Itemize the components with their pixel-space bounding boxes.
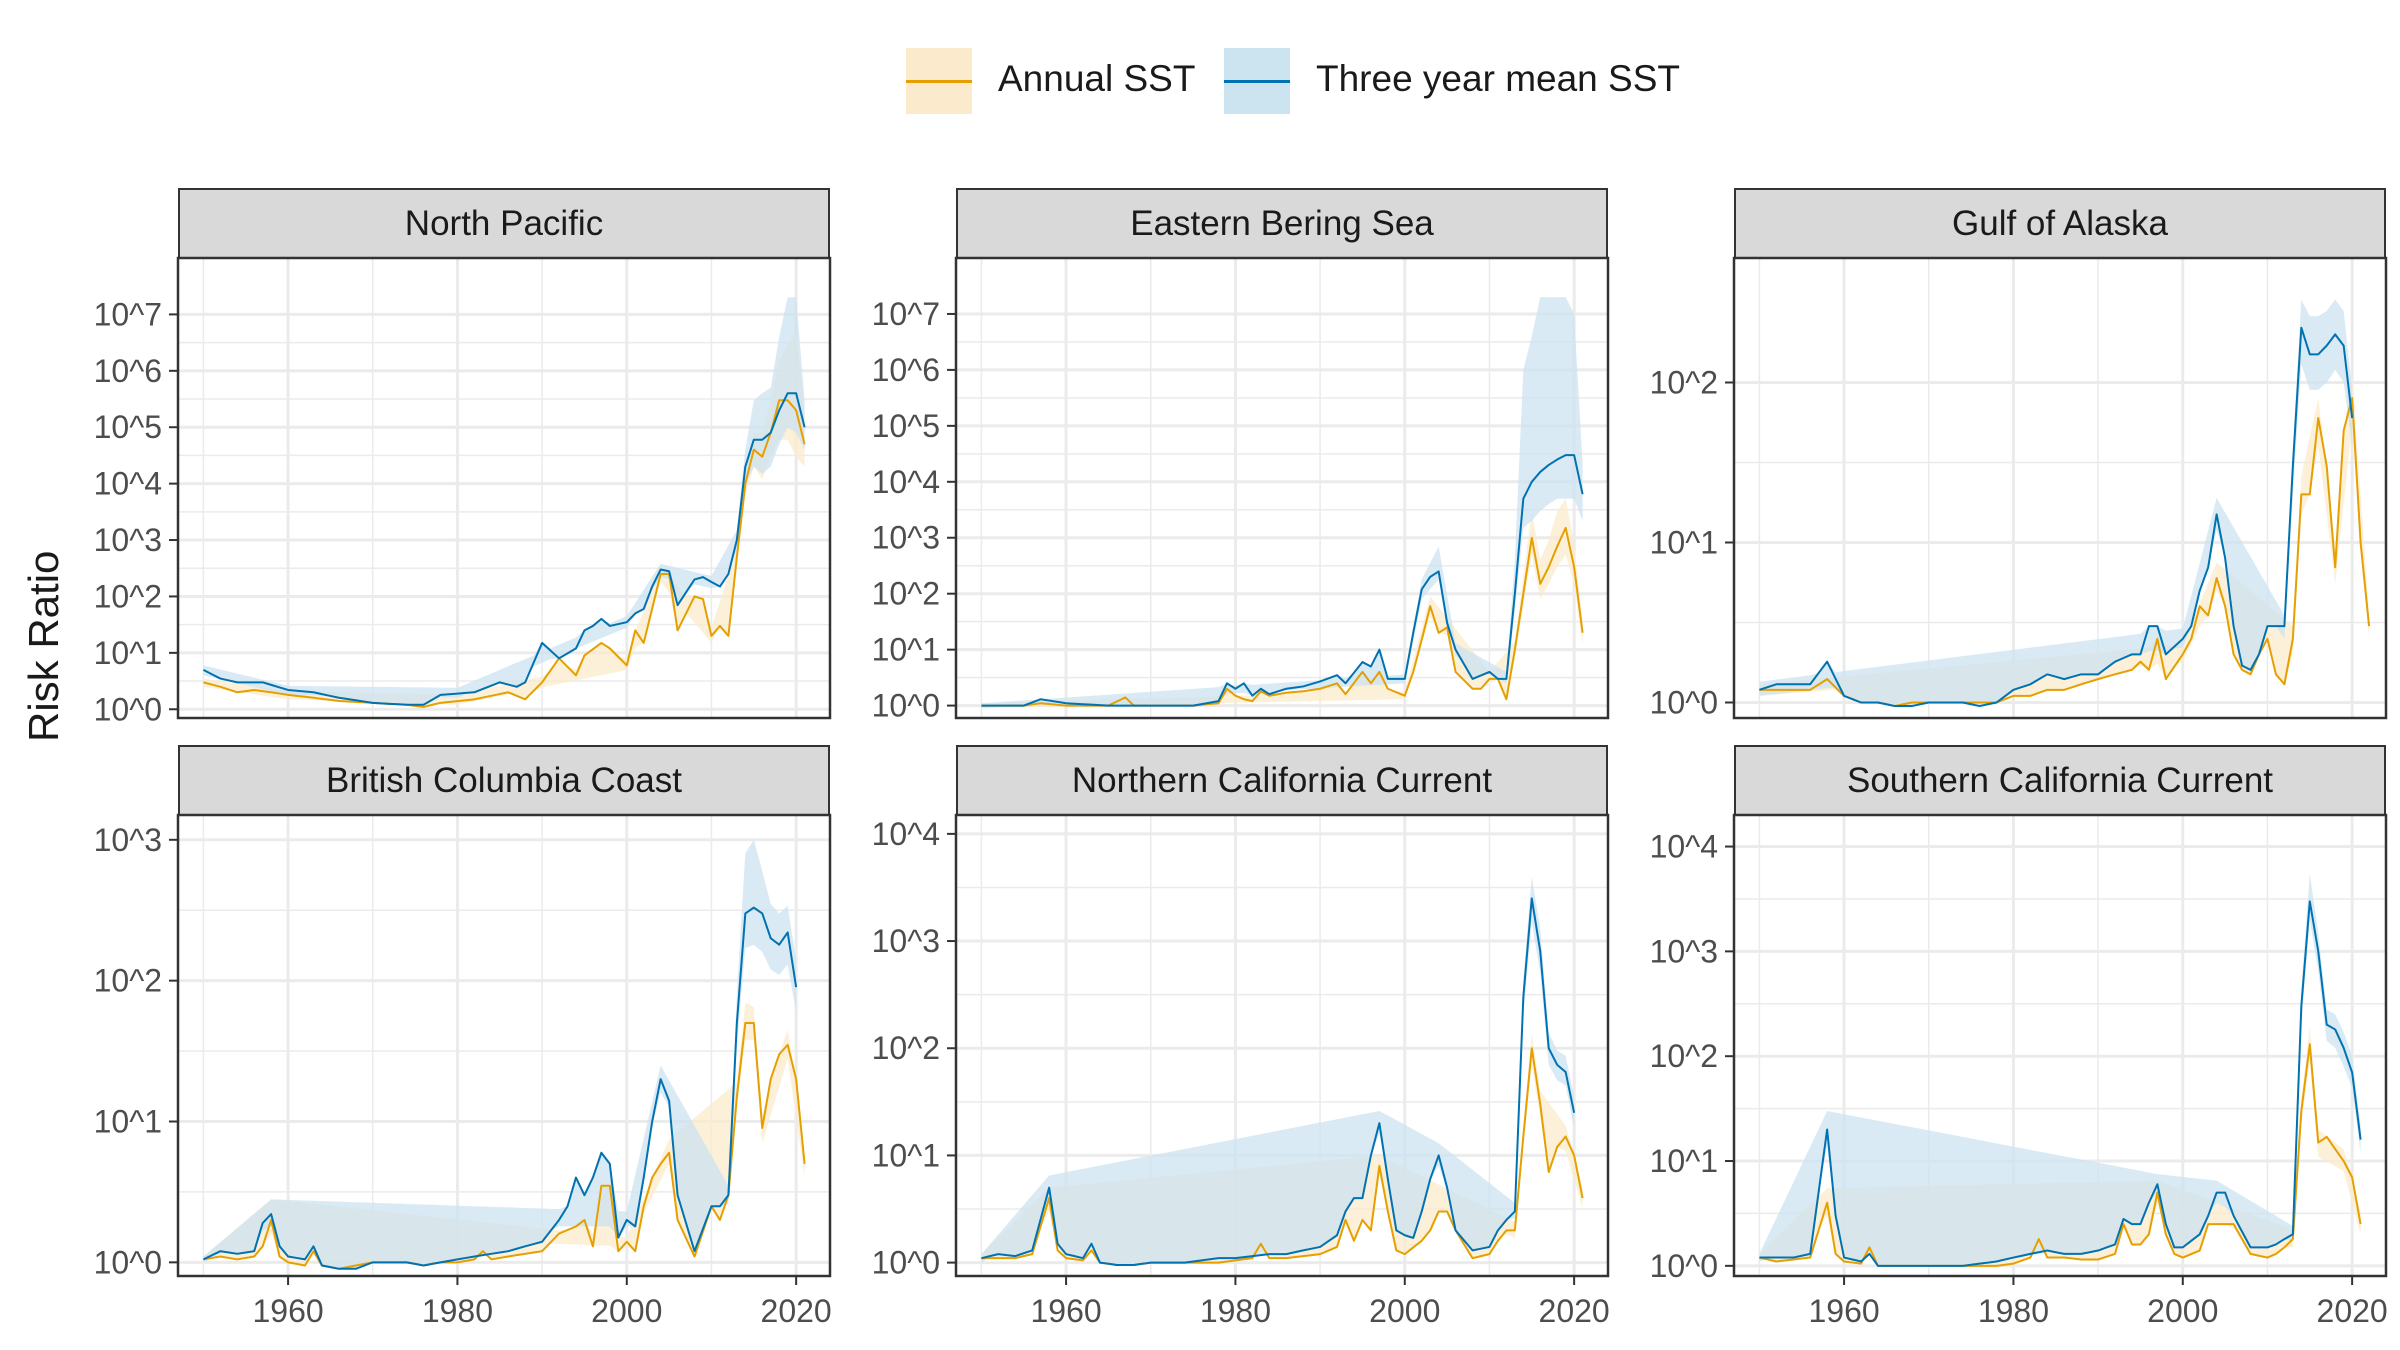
y-tick-label: 10^2 xyxy=(94,963,162,999)
x-tick-label: 2020 xyxy=(761,1293,832,1329)
x-tick-label: 2020 xyxy=(1539,1293,1610,1329)
y-tick-label: 10^1 xyxy=(94,1104,162,1140)
y-tick-label: 10^2 xyxy=(872,576,940,612)
series-line-three-year-mean-sst xyxy=(202,906,798,1270)
x-tick-label: 2020 xyxy=(2317,1293,2388,1329)
y-tick-label: 10^1 xyxy=(1650,1143,1718,1179)
panel-border xyxy=(176,813,832,1278)
y-tick-label: 10^0 xyxy=(872,688,940,724)
legend: Annual SST Three year mean SST xyxy=(906,42,1706,128)
y-tick-label: 10^3 xyxy=(872,520,940,556)
plot-area: 10^0 10^1 10^2 10^3 10^4 10^5 10^6 10^7 xyxy=(94,256,832,727)
y-tick-label: 10^3 xyxy=(872,923,940,959)
y-tick-label: 10^1 xyxy=(872,632,940,668)
y-tick-label: 10^3 xyxy=(94,822,162,858)
panel-background xyxy=(178,258,830,718)
facet-panel-british-columbia-coast: British Columbia Coast 10^0 10^1 10^2 10^3 19… xyxy=(94,745,832,1346)
series-line-annual-sst xyxy=(1759,1043,2362,1267)
y-tick-label: 10^4 xyxy=(94,466,162,502)
facet-panel-gulf-of-alaska: Gulf of Alaska 10^0 10^1 10^2 xyxy=(1650,188,2388,788)
x-tick-label: 1960 xyxy=(1030,1293,1101,1329)
y-tick-label: 10^7 xyxy=(94,296,162,332)
series-line-annual-sst xyxy=(981,1047,1584,1266)
y-tick-label: 10^4 xyxy=(1650,829,1718,865)
legend-label-annual-sst: Annual SST xyxy=(998,58,1196,99)
series-line-three-year-mean-sst xyxy=(202,392,806,706)
series-line-three-year-mean-sst xyxy=(1759,326,2354,708)
panel-border xyxy=(1732,256,2388,720)
plot-area: 10^0 10^1 10^2 10^3 10^4 1960 1980 2000 2020 xyxy=(872,813,1610,1329)
plot-area: 10^0 10^1 10^2 10^3 10^4 1960 1980 2000 2020 xyxy=(1650,813,2388,1329)
panel-border xyxy=(176,256,832,720)
panel-border xyxy=(954,256,1610,720)
x-tick-label: 1980 xyxy=(1200,1293,1271,1329)
y-tick-label: 10^0 xyxy=(94,1244,162,1280)
y-tick-label: 10^6 xyxy=(872,352,940,388)
legend-key-three-year-mean-sst xyxy=(1224,48,1290,114)
y-tick-label: 10^2 xyxy=(1650,365,1718,401)
legend-label-three-year-mean-sst: Three year mean SST xyxy=(1316,58,1680,99)
y-tick-label: 10^2 xyxy=(1650,1038,1718,1074)
y-tick-label: 10^2 xyxy=(872,1030,940,1066)
y-tick-label: 10^7 xyxy=(872,296,940,332)
facet-strip-title: North Pacific xyxy=(178,188,830,259)
plot-area: 10^0 10^1 10^2 xyxy=(1650,256,2388,720)
confidence-band-three-year-mean-sst xyxy=(981,876,1575,1265)
y-tick-label: 10^0 xyxy=(1650,1248,1718,1284)
plot-area: 10^0 10^1 10^2 10^3 10^4 10^5 10^6 10^7 xyxy=(872,256,1610,724)
y-tick-label: 10^1 xyxy=(1650,524,1718,560)
x-tick-label: 1980 xyxy=(422,1293,493,1329)
facet-strip-title: Northern California Current xyxy=(956,745,1608,816)
panel-border xyxy=(954,813,1610,1278)
series-line-three-year-mean-sst xyxy=(981,454,1584,707)
y-tick-label: 10^0 xyxy=(872,1245,940,1281)
x-tick-label: 1980 xyxy=(1978,1293,2049,1329)
x-tick-label: 2000 xyxy=(2147,1293,2218,1329)
series-line-annual-sst xyxy=(203,399,806,708)
y-tick-label: 10^0 xyxy=(1650,684,1718,720)
series-line-three-year-mean-sst xyxy=(1759,900,2362,1267)
series-line-annual-sst xyxy=(981,526,1584,707)
facet-panel-north-pacific: North Pacific 10^0 10^1 10^2 10^3 10^4 10^5 10^… xyxy=(94,188,832,788)
y-tick-label: 10^0 xyxy=(94,691,162,727)
confidence-band-three-year-mean-sst xyxy=(1759,873,2361,1266)
y-tick-label: 10^1 xyxy=(872,1137,940,1173)
facet-strip-title: Southern California Current xyxy=(1734,745,2386,816)
series-line-three-year-mean-sst xyxy=(981,897,1576,1266)
y-tick-label: 10^1 xyxy=(94,635,162,671)
plot-area: 10^0 10^1 10^2 10^3 1960 1980 2000 2020 xyxy=(94,813,832,1329)
x-tick-label: 2000 xyxy=(1369,1293,1440,1329)
y-tick-label: 10^5 xyxy=(872,408,940,444)
facet-panel-northern-california-current: Northern California Current 10^0 10^1 10^2 1… xyxy=(872,745,1610,1346)
x-tick-label: 1960 xyxy=(252,1293,323,1329)
facet-strip-title: Eastern Bering Sea xyxy=(956,188,1608,259)
legend-key-annual-sst xyxy=(906,48,972,114)
y-tick-label: 10^4 xyxy=(872,464,940,500)
y-tick-label: 10^4 xyxy=(872,816,940,852)
facet-strip-title: British Columbia Coast xyxy=(178,745,830,816)
y-tick-label: 10^3 xyxy=(94,522,162,558)
facet-panel-eastern-bering-sea: Eastern Bering Sea 10^0 10^1 10^2 10^3 10^4 10… xyxy=(872,188,1610,788)
y-tick-label: 10^3 xyxy=(1650,933,1718,969)
x-tick-label: 1960 xyxy=(1808,1293,1879,1329)
y-tick-label: 10^6 xyxy=(94,353,162,389)
y-tick-label: 10^5 xyxy=(94,409,162,445)
y-tick-label: 10^2 xyxy=(94,578,162,614)
panel-border xyxy=(1732,813,2388,1278)
facet-panel-southern-california-current: Southern California Current 10^0 10^1 10^2 1… xyxy=(1650,745,2388,1346)
x-tick-label: 2000 xyxy=(591,1293,662,1329)
facet-strip-title: Gulf of Alaska xyxy=(1734,188,2386,259)
